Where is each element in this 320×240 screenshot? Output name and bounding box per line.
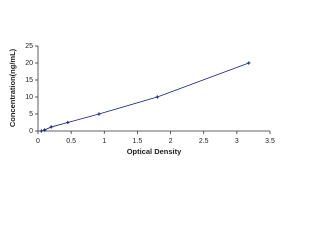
x-tick-label: 0.5 (66, 138, 76, 145)
x-tick-label: 1.5 (133, 138, 143, 145)
y-tick-label: 15 (25, 77, 33, 84)
x-axis-title: Optical Density (127, 147, 182, 156)
y-tick-label: 0 (29, 128, 33, 135)
x-tick-label: 3 (235, 138, 239, 145)
x-tick-label: 0 (36, 138, 40, 145)
y-tick-label: 20 (25, 60, 33, 67)
data-point (247, 61, 251, 65)
data-point (97, 112, 101, 116)
y-tick-label: 25 (25, 43, 33, 50)
x-tick-label: 2.5 (199, 138, 209, 145)
data-point (66, 120, 70, 125)
data-point (155, 95, 159, 99)
data-point (49, 125, 53, 129)
y-tick-label: 5 (29, 111, 33, 118)
page: Optical Density Concentration(ng/mL) 0 5 1… (7, 42, 275, 156)
data-point (43, 128, 47, 132)
fit-line (41, 62, 249, 132)
x-tick-label: 2 (169, 138, 173, 145)
data-point (39, 129, 43, 133)
x-tick-label: 1 (102, 138, 106, 145)
chart: Optical Density Concentration(ng/mL) 0 5 1… (8, 43, 275, 156)
y-axis-title: Concentration(ng/mL) (8, 48, 17, 127)
y-tick-label: 10 (25, 94, 33, 101)
x-tick-label: 3.5 (265, 138, 275, 145)
